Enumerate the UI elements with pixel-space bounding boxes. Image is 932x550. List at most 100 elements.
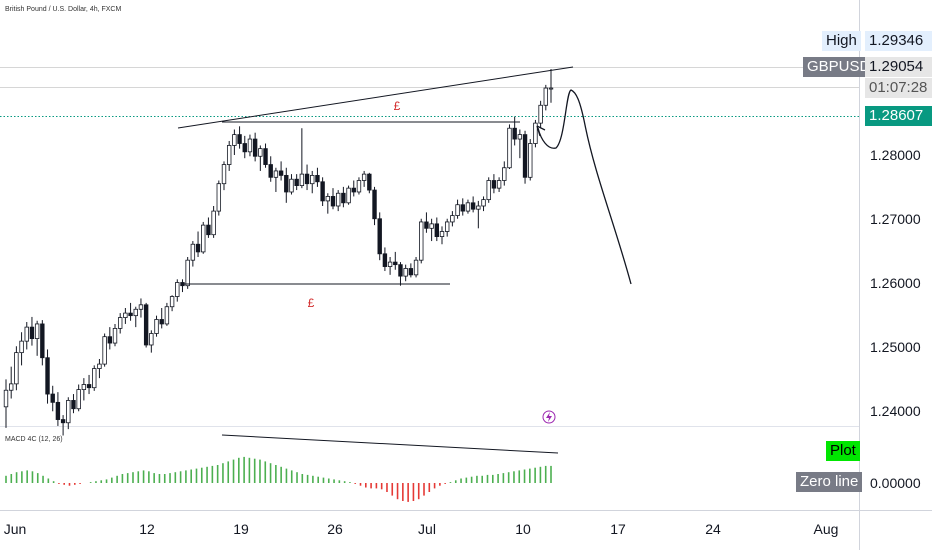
- candle-body: [413, 259, 419, 276]
- candle-body: [387, 261, 393, 267]
- candle-body: [206, 224, 211, 236]
- candlestick-series: [3, 68, 554, 436]
- candle-body: [149, 333, 154, 346]
- candle: [71, 394, 76, 414]
- candle-body: [211, 210, 216, 236]
- candle: [470, 196, 476, 213]
- candle: [517, 129, 523, 159]
- candle-body: [97, 363, 102, 369]
- candle-body: [24, 326, 29, 342]
- candle-body: [185, 259, 190, 287]
- candle: [117, 313, 123, 334]
- candle-body: [76, 389, 81, 410]
- candle: [247, 134, 253, 157]
- candle-body: [351, 187, 356, 193]
- candle-body: [517, 134, 523, 140]
- candle: [491, 174, 497, 194]
- candle: [486, 177, 491, 203]
- candle-body: [112, 327, 118, 344]
- upper-pound-label: £: [394, 99, 401, 113]
- candle-body: [19, 340, 24, 354]
- candle-body: [419, 221, 424, 261]
- candle: [50, 385, 55, 412]
- candle: [164, 302, 170, 326]
- candle: [86, 374, 92, 395]
- macd-divergence-line[interactable]: [221, 434, 559, 454]
- candle: [175, 279, 180, 302]
- candle: [149, 330, 154, 353]
- candle-body: [237, 134, 242, 144]
- candle-body: [66, 400, 71, 424]
- candle-body: [247, 138, 253, 153]
- candle-body: [460, 204, 465, 212]
- candle-body: [548, 87, 554, 90]
- candle: [138, 298, 144, 318]
- candle-body: [258, 148, 263, 157]
- candle: [92, 365, 97, 391]
- candle: [460, 198, 465, 216]
- candle: [40, 320, 45, 366]
- candle-body: [424, 221, 429, 229]
- candle-body: [496, 180, 502, 189]
- candle-body: [195, 243, 201, 253]
- arrowhead-icon: [536, 125, 546, 137]
- candle-body: [81, 384, 87, 390]
- candle-body: [325, 196, 331, 202]
- candle: [429, 218, 434, 242]
- zero-line-tag[interactable]: Zero line: [796, 472, 863, 492]
- projected-path-arrow[interactable]: [537, 89, 632, 285]
- candle: [221, 161, 227, 191]
- lightning-event-icon[interactable]: [542, 410, 556, 424]
- candle: [304, 164, 310, 191]
- candle-body: [221, 164, 227, 185]
- candle: [107, 327, 113, 350]
- candle: [226, 140, 232, 171]
- candle-body: [429, 223, 434, 229]
- candle-body: [216, 183, 222, 212]
- plot-tag[interactable]: Plot: [826, 441, 860, 461]
- candle: [408, 263, 414, 278]
- candle: [60, 415, 66, 436]
- candle-body: [102, 336, 107, 365]
- candle: [252, 132, 258, 162]
- candle: [14, 346, 19, 391]
- candle: [382, 247, 388, 272]
- candle-body: [154, 319, 159, 334]
- candle-body: [34, 323, 40, 339]
- time-tick: 26: [327, 521, 343, 537]
- upper-trendline[interactable]: [177, 66, 574, 129]
- candle-body: [117, 317, 123, 329]
- candle-body: [502, 167, 507, 181]
- candle: [34, 320, 40, 356]
- candle: [419, 218, 424, 264]
- candle-body: [507, 127, 512, 169]
- candle-body: [315, 174, 320, 183]
- candle: [19, 332, 24, 366]
- high-label-tag: High: [822, 31, 861, 51]
- candle-body: [377, 218, 382, 255]
- candle-body: [403, 268, 408, 277]
- time-tick: Jul: [418, 521, 436, 537]
- candle-body: [356, 180, 362, 193]
- candle-body: [252, 138, 258, 157]
- candle: [512, 116, 517, 146]
- macd-zero-value: 0.00000: [870, 475, 921, 491]
- candle-body: [367, 173, 372, 191]
- indicator-title: MACD 4C (12, 26): [5, 436, 63, 443]
- candle: [133, 306, 138, 328]
- candle: [128, 302, 133, 321]
- candle: [29, 316, 35, 346]
- candle: [237, 126, 242, 149]
- candle: [533, 119, 538, 148]
- price-tick: 1.27000: [870, 211, 921, 227]
- candle-body: [310, 174, 315, 185]
- candle: [496, 177, 502, 192]
- price-tick: 1.24000: [870, 403, 921, 419]
- candle: [548, 68, 554, 103]
- candle-body: [450, 215, 455, 223]
- candle-body: [476, 205, 481, 210]
- candle-body: [14, 352, 19, 385]
- candle: [97, 359, 102, 379]
- candle-body: [284, 174, 289, 193]
